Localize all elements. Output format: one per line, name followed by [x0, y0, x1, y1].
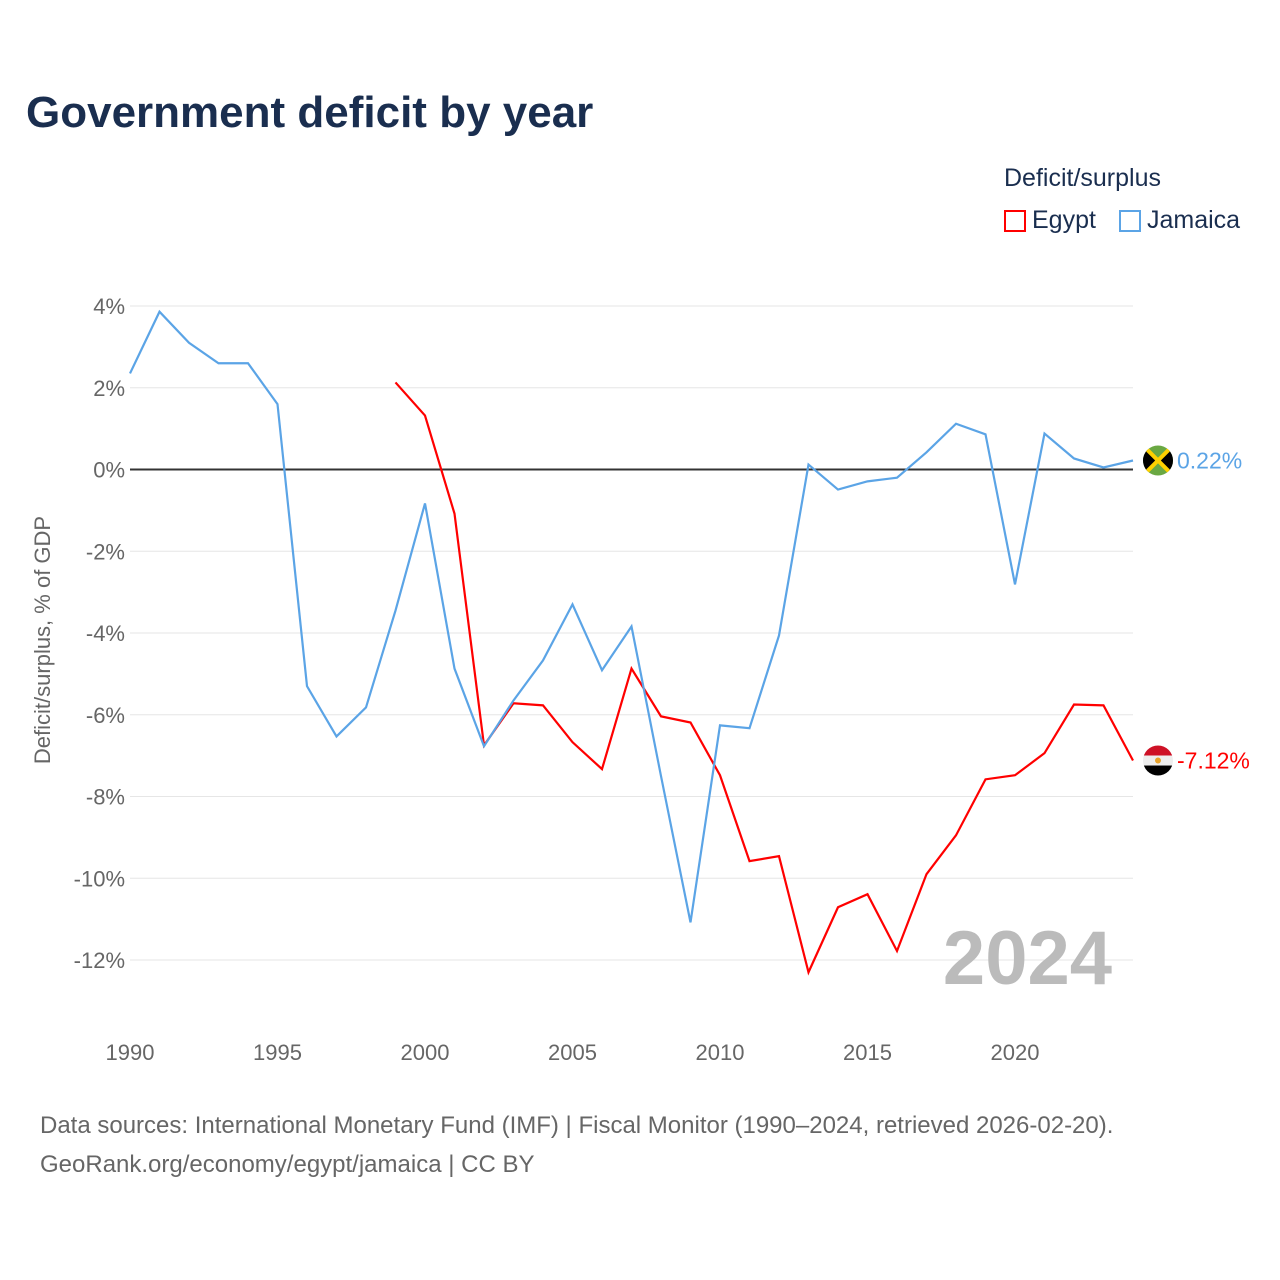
- end-value-label-egypt: -7.12%: [1177, 748, 1250, 774]
- series-line-egypt: [394, 381, 1134, 976]
- egypt-flag-icon: [1143, 745, 1173, 776]
- y-tick-label: -4%: [86, 621, 125, 646]
- attribution-text: GeoRank.org/economy/egypt/jamaica | CC B…: [40, 1151, 535, 1178]
- x-tick-label: 2010: [696, 1040, 745, 1065]
- source-text: Data sources: International Monetary Fun…: [40, 1112, 1114, 1139]
- chart-title: Government deficit by year: [26, 88, 594, 137]
- x-tick-label: 2015: [843, 1040, 892, 1065]
- legend-label: Egypt: [1032, 206, 1096, 234]
- x-tick-label: 1995: [253, 1040, 302, 1065]
- legend-label: Jamaica: [1147, 206, 1241, 234]
- x-tick-label: 2020: [991, 1040, 1040, 1065]
- legend-swatch-jamaica: [1119, 209, 1141, 232]
- y-tick-label: -12%: [74, 948, 125, 973]
- y-tick-label: 4%: [93, 294, 125, 319]
- x-tick-label: 1990: [106, 1040, 155, 1065]
- end-value-label-jamaica: 0.22%: [1177, 448, 1242, 474]
- year-label: 2024: [943, 916, 1112, 1001]
- legend-title: Deficit/surplus: [1004, 164, 1161, 192]
- y-axis-label: Deficit/surplus, % of GDP: [30, 516, 55, 764]
- footer: Data sources: International Monetary Fun…: [40, 1106, 1113, 1184]
- x-tick-label: 2000: [401, 1040, 450, 1065]
- y-tick-label: -8%: [86, 785, 125, 810]
- legend-item-jamaica[interactable]: Jamaica: [1119, 206, 1240, 235]
- legend-swatch-egypt: [1004, 209, 1026, 232]
- y-tick-label: 0%: [93, 458, 125, 483]
- jamaica-flag-icon: [1143, 445, 1173, 476]
- series-line-jamaica: [129, 309, 1134, 923]
- legend-item-egypt[interactable]: Egypt: [1004, 206, 1096, 235]
- x-tick-label: 2005: [548, 1040, 597, 1065]
- y-tick-label: -10%: [74, 866, 125, 891]
- y-tick-label: -6%: [86, 703, 125, 728]
- y-tick-label: 2%: [93, 376, 125, 401]
- y-tick-label: -2%: [86, 539, 125, 564]
